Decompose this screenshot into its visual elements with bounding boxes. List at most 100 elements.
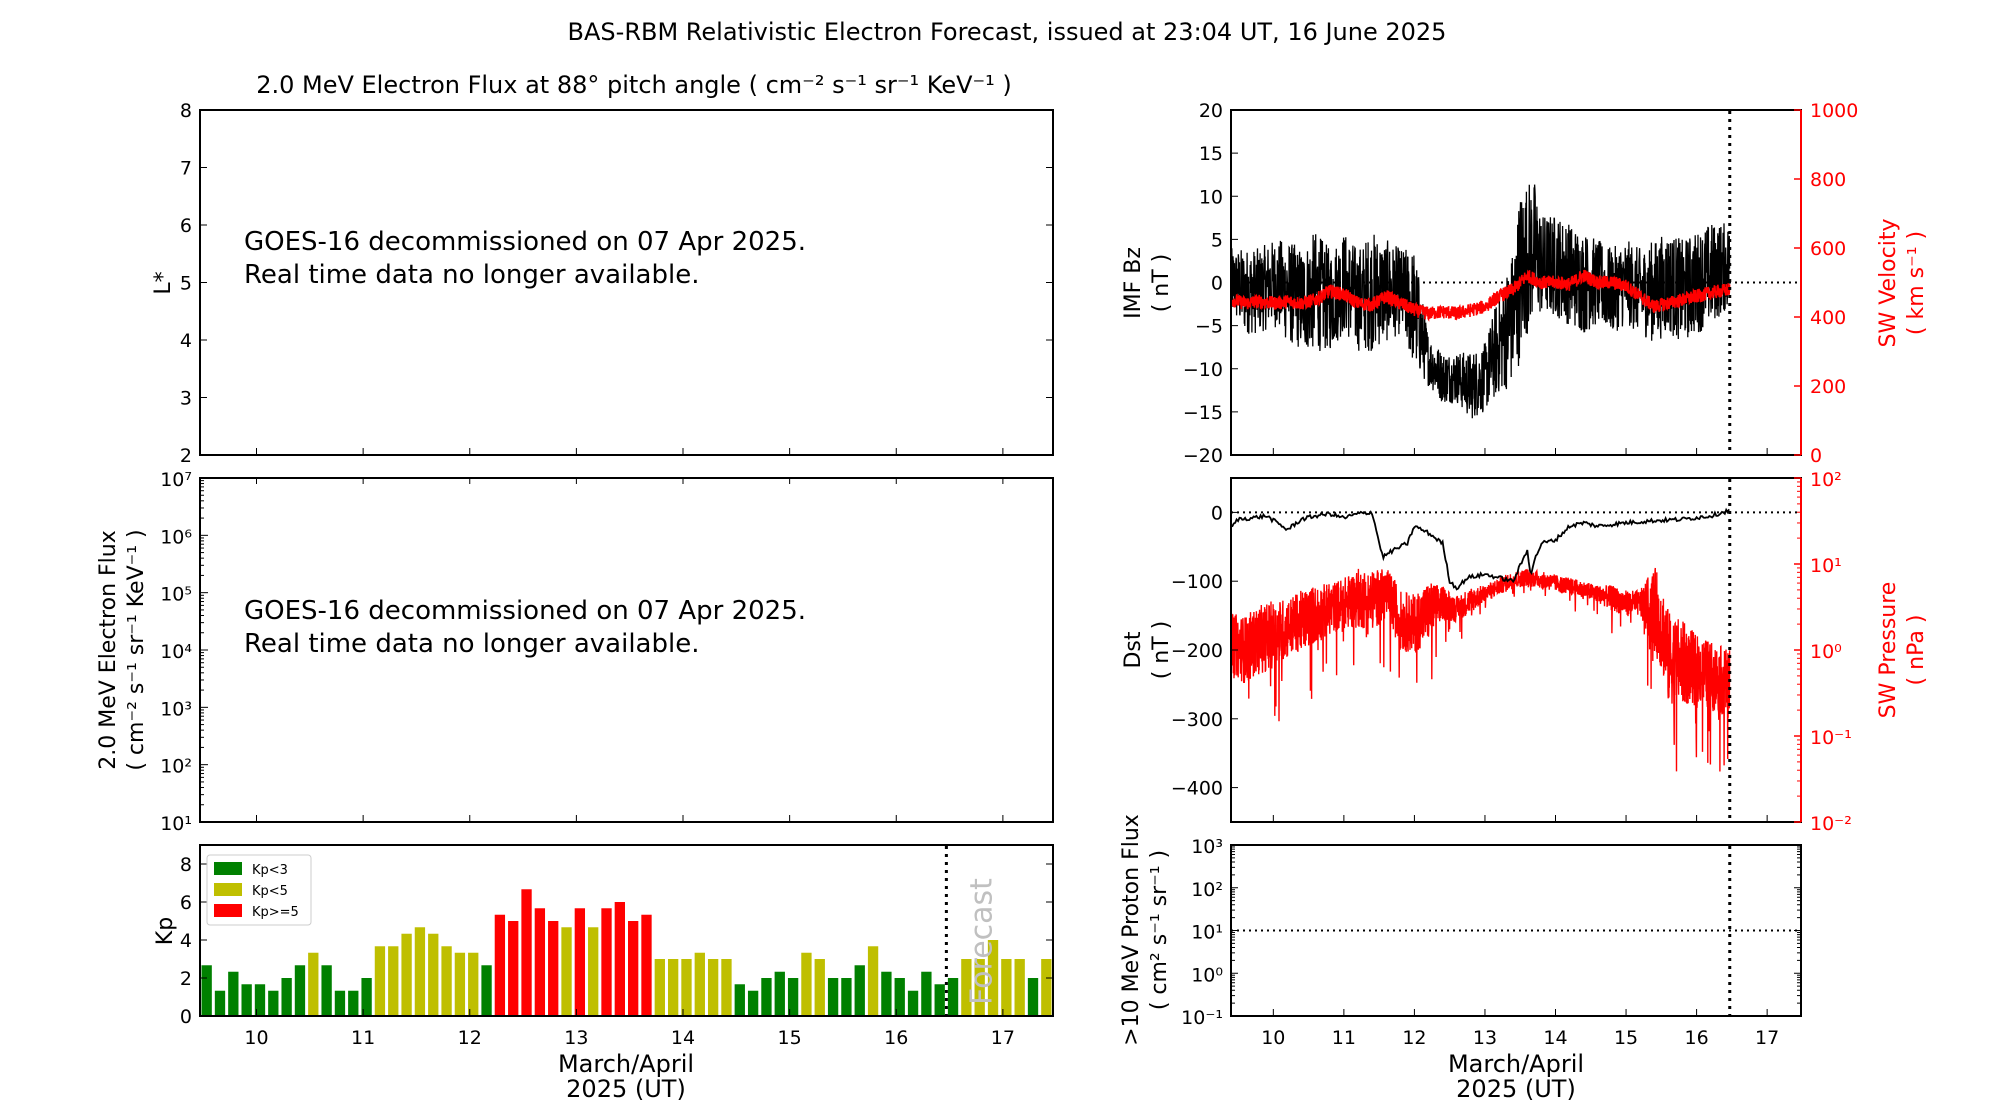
imf-y-tick-label: 20 bbox=[1199, 100, 1223, 122]
kp-x-tick-label: 10 bbox=[244, 1027, 268, 1049]
proton-y-tick-label: 10¹ bbox=[1191, 922, 1223, 944]
kp-bar bbox=[561, 927, 572, 1016]
sw-velocity-y-label-line2: ( km s⁻¹ ) bbox=[1904, 231, 1929, 335]
kp-x-tick-label: 12 bbox=[458, 1027, 482, 1049]
proton-panel: 10⁻¹ 10⁰ 10¹ 10² 10³ 10 11 12 13 14 15 16 17 >10 MeV… bbox=[1119, 814, 1802, 1100]
kp-bar bbox=[388, 946, 399, 1016]
kp-bar bbox=[867, 946, 879, 1016]
flux-panel: 10¹ 10² 10³ 10⁴ 10⁵ 10⁶ 10⁷ 2.0 MeV Electron F… bbox=[96, 469, 1054, 835]
imf-y-tick-label: −15 bbox=[1183, 402, 1223, 424]
kp-x-tick-label: 11 bbox=[351, 1027, 375, 1049]
kp-bar bbox=[667, 959, 679, 1016]
kp-bar bbox=[521, 889, 532, 1016]
kp-bar bbox=[894, 978, 905, 1016]
kp-bar bbox=[641, 914, 652, 1016]
imf-y-tick-label: −20 bbox=[1183, 445, 1223, 467]
imf-y-tick-label: 0 bbox=[1211, 273, 1223, 295]
kp-bar bbox=[228, 971, 239, 1016]
sw-pressure-tick-label: 10⁻² bbox=[1810, 813, 1852, 835]
flux-y-ticks: 10¹ 10² 10³ 10⁴ 10⁵ 10⁶ 10⁷ bbox=[160, 469, 208, 835]
kp-bars bbox=[201, 889, 1052, 1016]
left-x-label-line2: 2025 (UT) bbox=[566, 1075, 686, 1100]
sw-velocity-tick-label: 1000 bbox=[1810, 100, 1858, 122]
kp-y-tick-label: 0 bbox=[180, 1006, 192, 1028]
imf-y-tick-label: −5 bbox=[1195, 316, 1223, 338]
kp-bar bbox=[1027, 978, 1039, 1016]
kp-bar bbox=[601, 908, 612, 1016]
lstar-notice-line2: Real time data no longer available. bbox=[244, 260, 699, 290]
right-x-label-line2: 2025 (UT) bbox=[1456, 1075, 1576, 1100]
dst-y-tick-label: 0 bbox=[1211, 502, 1223, 524]
kp-bar bbox=[681, 959, 692, 1016]
lstar-y-tick-label: 3 bbox=[180, 388, 192, 410]
kp-bar bbox=[787, 978, 799, 1016]
dst-axes-frame bbox=[1230, 477, 1802, 823]
right-x-label-line1: March/April bbox=[1448, 1050, 1584, 1078]
kp-bar bbox=[761, 978, 772, 1016]
left-x-label-line1: March/April bbox=[558, 1050, 694, 1078]
proton-y-tick-label: 10⁻¹ bbox=[1181, 1007, 1223, 1029]
flux-y-tick-label: 10³ bbox=[160, 698, 192, 720]
kp-bar bbox=[508, 921, 519, 1016]
proton-y-tick-label: 10³ bbox=[1191, 836, 1223, 858]
kp-x-tick-label: 17 bbox=[991, 1027, 1015, 1049]
kp-legend-swatch-low bbox=[214, 862, 242, 875]
kp-bar bbox=[201, 965, 212, 1016]
kp-legend-label-high: Kp>=5 bbox=[252, 905, 299, 920]
kp-bar bbox=[747, 990, 759, 1016]
proton-x-tick-label: 13 bbox=[1473, 1027, 1497, 1049]
dst-series bbox=[1230, 507, 1730, 591]
kp-bar bbox=[947, 978, 959, 1016]
kp-bar bbox=[961, 959, 972, 1016]
flux-y-tick-label: 10⁷ bbox=[160, 469, 192, 491]
proton-x-tick-label: 16 bbox=[1685, 1027, 1709, 1049]
sw-velocity-tick-label: 800 bbox=[1810, 169, 1846, 191]
kp-bar bbox=[481, 965, 492, 1016]
lstar-notice-line1: GOES-16 decommissioned on 07 Apr 2025. bbox=[244, 227, 806, 257]
kp-bar bbox=[348, 990, 359, 1016]
imf-y-tick-label: 5 bbox=[1211, 229, 1223, 251]
kp-bar bbox=[494, 914, 506, 1016]
dst-y-tick-label: −400 bbox=[1171, 778, 1223, 800]
lstar-y-tick-label: 2 bbox=[180, 445, 192, 467]
sw-velocity-tick-label: 400 bbox=[1810, 307, 1846, 329]
kp-bar bbox=[801, 952, 812, 1016]
dst-panel: −400 −300 −200 −100 0 10⁻² 10⁻¹ 10⁰ 10¹ 10² Dst (… bbox=[1121, 469, 1929, 835]
kp-bar bbox=[734, 984, 745, 1016]
sw-pressure-tick-label: 10⁰ bbox=[1810, 641, 1842, 663]
dst-y-label-line1: Dst bbox=[1121, 631, 1146, 668]
flux-y-tick-label: 10⁶ bbox=[160, 526, 192, 548]
kp-bar bbox=[454, 952, 466, 1016]
kp-y-tick-label: 4 bbox=[180, 930, 192, 952]
imf-y-tick-label: −10 bbox=[1183, 359, 1223, 381]
imf-bz-series bbox=[1230, 184, 1731, 419]
proton-x-tick-label: 15 bbox=[1614, 1027, 1638, 1049]
kp-y-label: Kp bbox=[153, 917, 178, 945]
kp-y-tick-label: 2 bbox=[180, 968, 192, 990]
kp-bar bbox=[774, 971, 785, 1016]
sw-pressure-tick-label: 10² bbox=[1810, 469, 1842, 491]
lstar-y-tick-label: 7 bbox=[180, 158, 192, 180]
lstar-y-tick-label: 5 bbox=[180, 273, 192, 295]
kp-legend-swatch-mid bbox=[214, 883, 242, 896]
proton-x-tick-label: 17 bbox=[1755, 1027, 1779, 1049]
kp-bar bbox=[881, 971, 892, 1016]
kp-bar bbox=[721, 959, 732, 1016]
dst-y-tick-label: −100 bbox=[1171, 571, 1223, 593]
dst-y-label-line2: ( nT ) bbox=[1149, 621, 1174, 680]
kp-bar bbox=[907, 990, 919, 1016]
sw-pressure-y-label-line2: ( nPa ) bbox=[1904, 615, 1929, 686]
kp-x-tick-label: 14 bbox=[671, 1027, 695, 1049]
kp-y-tick-label: 6 bbox=[180, 892, 192, 914]
proton-y-tick-label: 10⁰ bbox=[1191, 964, 1223, 986]
kp-bar bbox=[468, 952, 479, 1016]
kp-bar bbox=[628, 921, 639, 1016]
kp-bar bbox=[308, 952, 319, 1016]
kp-bar bbox=[428, 933, 439, 1016]
kp-bar bbox=[1014, 959, 1025, 1016]
sw-velocity-series bbox=[1230, 269, 1731, 322]
lstar-y-label: L* bbox=[151, 271, 176, 294]
kp-bar bbox=[414, 927, 426, 1016]
